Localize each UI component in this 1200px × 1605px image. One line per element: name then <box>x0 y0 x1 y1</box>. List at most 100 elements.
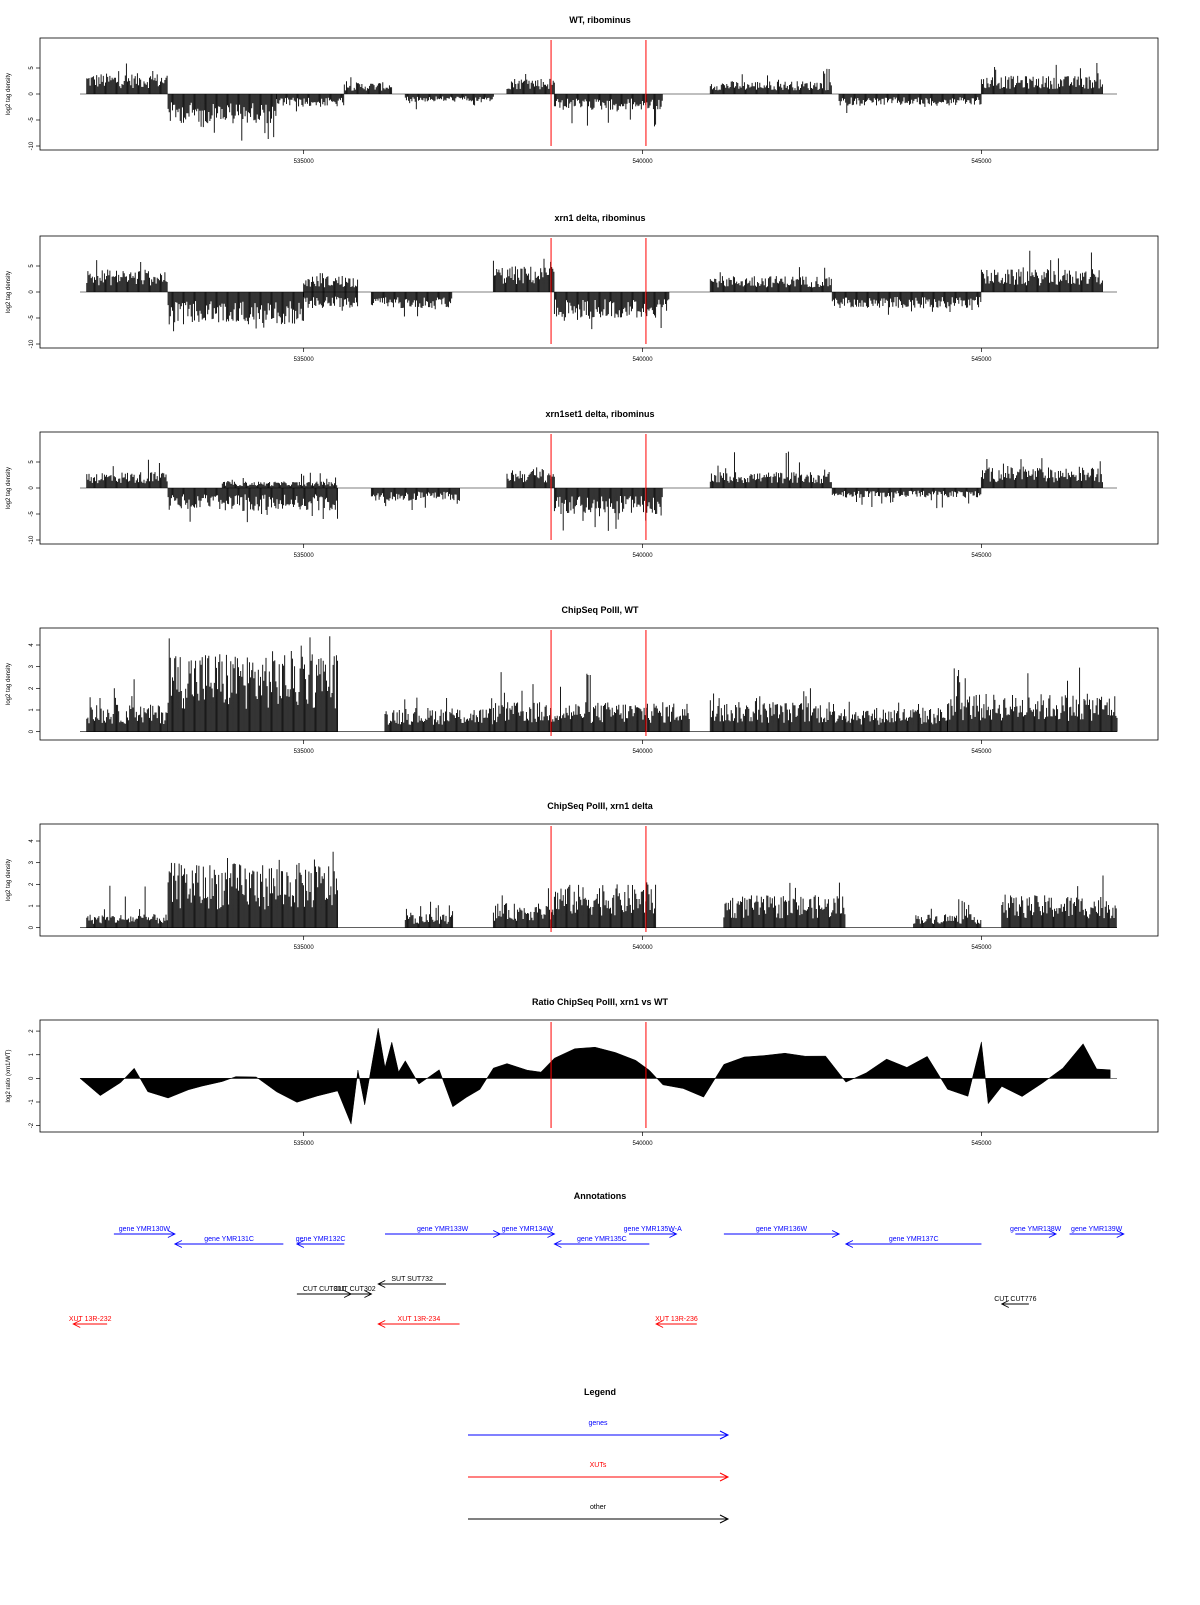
signal-segment <box>86 63 168 94</box>
y-axis-label: log2 tag density <box>6 467 12 509</box>
density-bars <box>86 451 1103 531</box>
y-tick-label: 1 <box>29 708 35 712</box>
bar-cluster <box>709 451 832 488</box>
annotation-gene: gene YMR137C <box>844 1236 982 1248</box>
annotation-arrowhead <box>655 1320 664 1328</box>
signal-segment <box>553 488 663 531</box>
annotation-arrowhead <box>553 1240 562 1248</box>
annotation-label: gene YMR137C <box>889 1236 939 1243</box>
signal-segment <box>303 273 359 292</box>
x-tick-label: 535000 <box>294 159 315 165</box>
signal-segment <box>709 688 847 732</box>
y-tick-label: 0 <box>29 92 35 96</box>
bar-cluster <box>276 94 345 112</box>
signal-segment <box>276 94 345 112</box>
bar-cluster <box>831 488 982 509</box>
bar-cluster <box>370 292 453 317</box>
signal-segment <box>506 467 555 488</box>
bar-cluster <box>553 882 657 928</box>
legend-arrowhead <box>719 1472 730 1482</box>
annotations-title: Annotations <box>574 1191 627 1201</box>
bar-cluster <box>86 63 168 94</box>
bar-cluster <box>980 458 1103 488</box>
annotation-gene: gene YMR132C <box>295 1236 346 1248</box>
annotation-label: gene YMR132C <box>296 1236 346 1243</box>
signal-segment <box>221 472 338 488</box>
y-tick-label: 3 <box>29 664 35 668</box>
annotation-arrowhead <box>1000 1300 1009 1308</box>
annotation-arrowhead <box>167 1230 176 1238</box>
signal-segment <box>404 901 454 928</box>
bar-cluster <box>709 267 832 292</box>
y-tick-label: 0 <box>29 290 35 294</box>
signal-segment <box>86 260 168 292</box>
annotation-xut: XUT 13R-234 <box>377 1316 460 1328</box>
density-bars <box>86 636 1118 732</box>
bar-cluster <box>947 667 1118 732</box>
x-tick-label: 545000 <box>971 553 992 559</box>
x-axis: 535000 540000 545000 <box>294 348 992 363</box>
density-bars <box>86 63 1103 141</box>
annotation-arrowhead <box>72 1320 81 1328</box>
x-tick-label: 540000 <box>633 1141 654 1147</box>
x-axis: 535000 540000 545000 <box>294 544 992 559</box>
annotation-arrowhead <box>493 1230 502 1238</box>
bar-cluster <box>709 68 832 94</box>
annotation-label: gene YMR135W-A <box>624 1226 682 1233</box>
y-axis: -10 -5 0 5 <box>29 460 40 544</box>
annotation-other: CUT CUT776 <box>994 1296 1037 1308</box>
signal-segment <box>343 77 393 94</box>
annotation-label: SUT SUT732 <box>391 1276 433 1283</box>
legend-label: XUTs <box>590 1462 607 1469</box>
annotation-arrowhead <box>295 1240 305 1248</box>
y-axis: -2 -1 0 1 2 <box>29 1029 40 1128</box>
x-tick-label: 535000 <box>294 553 315 559</box>
annotation-label: gene YMR138W <box>1010 1226 1062 1233</box>
bar-cluster <box>167 488 338 523</box>
annotation-xut: XUT 13R-236 <box>655 1316 698 1328</box>
bar-cluster <box>553 292 670 330</box>
x-axis: 535000 540000 545000 <box>294 740 992 755</box>
signal-segment <box>303 292 359 311</box>
x-tick-label: 545000 <box>971 357 992 363</box>
annotation-gene: gene YMR131C <box>173 1236 284 1248</box>
bar-cluster <box>86 260 168 292</box>
panel-title: xrn1set1 delta, ribominus <box>545 409 654 419</box>
legend-arrowhead <box>719 1514 730 1524</box>
x-tick-label: 545000 <box>971 1141 992 1147</box>
density-bars <box>86 250 1103 332</box>
bar-cluster <box>167 851 338 928</box>
bar-cluster <box>723 882 846 928</box>
y-tick-label: 2 <box>29 1029 35 1033</box>
y-tick-label: 1 <box>29 904 35 908</box>
bar-cluster <box>370 488 460 510</box>
annotation-label: gene YMR139W <box>1071 1226 1123 1233</box>
signal-segment <box>370 488 460 510</box>
bar-cluster <box>838 94 982 113</box>
annotation-arrowhead <box>844 1240 854 1248</box>
annotation-label: CUT CUT301 <box>303 1286 345 1293</box>
signal-segment <box>709 267 832 292</box>
x-tick-label: 540000 <box>633 749 654 755</box>
density-bars <box>86 851 1117 928</box>
signal-segment <box>167 488 338 523</box>
annotation-label: CUT CUT776 <box>994 1296 1036 1303</box>
y-tick-label: -1 <box>29 1099 35 1105</box>
bar-cluster <box>384 697 494 732</box>
legend-item-xut: XUTs <box>468 1462 730 1482</box>
signal-segment <box>553 882 657 928</box>
annotation-gene: gene YMR139W <box>1069 1226 1125 1238</box>
panel-3: xrn1set1 delta, ribominus -10 -5 0 5 log2 tag… <box>6 409 1159 559</box>
signal-segment <box>86 459 168 488</box>
signal-segment <box>831 292 982 315</box>
x-tick-label: 540000 <box>633 159 654 165</box>
bar-cluster <box>831 292 982 315</box>
legend-item-other: other <box>468 1504 730 1524</box>
legend: Legend genes XUTs other <box>468 1387 730 1524</box>
annotation-gene: gene YMR130W <box>113 1226 176 1238</box>
signal-segment <box>492 888 555 928</box>
annotation-gene: gene YMR136W <box>723 1226 841 1238</box>
panel-title: WT, ribominus <box>569 15 631 25</box>
ratio-area <box>79 1028 1111 1126</box>
bar-cluster <box>980 250 1103 292</box>
